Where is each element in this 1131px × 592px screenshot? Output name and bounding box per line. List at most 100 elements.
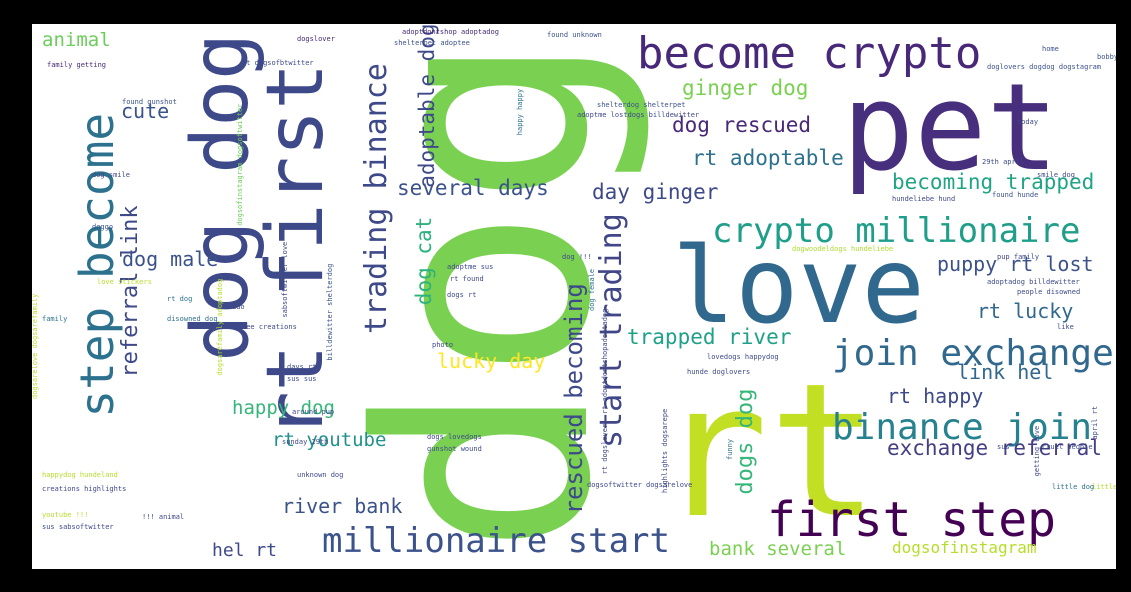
- word-rt-dogslover-106: rt dogslover: [601, 423, 609, 475]
- word-crypto-millionaire-9: crypto millionaire: [712, 211, 1081, 251]
- word-family-getting-51: family getting: [47, 61, 107, 69]
- word-become-crypto-6: become crypto: [637, 28, 982, 79]
- word-happy-dog-33: happy dog: [232, 397, 335, 419]
- word-little-108: little: [1092, 483, 1116, 491]
- word-hunde-doglovers-81: hunde doglovers: [687, 368, 751, 376]
- word-rt-dogsofbtwitter-50: rt dogsofbtwitter: [242, 59, 314, 67]
- word-cute-40: cute: [121, 99, 170, 123]
- word-sabsoftwitter-love-104: sabsoftwitter love: [281, 241, 289, 318]
- word-adoptable-dog-26: adoptable dog: [415, 24, 439, 188]
- word-getting-love-90: getting love: [1033, 425, 1041, 477]
- word-dogsarefamily-adoptadog-102: dogsarefamily adoptadog: [216, 278, 224, 376]
- word-lucky-day-32: lucky day: [437, 349, 546, 373]
- word-creations-highlights-95: creations highlights: [42, 485, 127, 493]
- word-bank-several-36: bank several: [709, 538, 847, 560]
- word-river-bank-35: river bank: [282, 494, 403, 518]
- word-home-46: home: [1042, 45, 1059, 53]
- word-shelterdog-shelterpet-54: shelterdog shelterpet: [597, 101, 686, 109]
- word-adoptdontshop-adoptadog-42: adoptdontshop adoptadog: [402, 28, 499, 36]
- word-dogsofinstagram-dogsoftwitter-63: dogsofinstagram dogsoftwitter: [236, 103, 244, 226]
- word-dogsoftwitter-dogsarelove-89: dogsoftwitter dogsarelove: [587, 481, 693, 489]
- word-disowned-dog-76: disowned dog: [167, 315, 218, 323]
- word-highlights-dogsarepe-91: highlights dogsarepe: [661, 408, 669, 493]
- word-found-unknown-45: found unknown: [547, 31, 602, 39]
- word-puppy-rt-lost-28: puppy rt lost: [937, 252, 1094, 276]
- word-trapped-river-20: trapped river: [627, 325, 792, 349]
- word-today-59: today: [1017, 118, 1039, 126]
- word-link-hel-30: link hel: [957, 360, 1054, 384]
- word-rt-found-66: rt found: [450, 275, 484, 283]
- word-days-rt-78: days rt: [287, 363, 317, 371]
- word-rt-adoptable-21: rt adoptable: [692, 146, 844, 170]
- word-bobby-dog-47: bobby dog: [1097, 53, 1116, 61]
- word-dogwoodeldogs-hundeliebe-64: dogwoodeldogs hundeliebe: [792, 245, 894, 253]
- word-gunshot-wound-87: gunshot wound: [427, 445, 482, 453]
- word-dogs-dog-16: dogs dog: [733, 388, 758, 495]
- word-unknown-dog-88: unknown dog: [297, 471, 344, 479]
- word-dog-dogstagram-49: dog dogstagram: [1042, 63, 1102, 71]
- word-happy-happy-53: happy happy: [516, 88, 524, 136]
- word-sus-93: sus: [997, 443, 1010, 451]
- word-dogs-rt-67: dogs rt: [447, 291, 477, 299]
- word-sunday-29th-85: sunday 29th: [282, 438, 329, 446]
- word-dog-rescued-22: dog rescued: [672, 113, 812, 137]
- word-rt-lucky-29: rt lucky: [977, 299, 1074, 323]
- word-exchange-referral-18: exchange referral: [887, 436, 1102, 460]
- word-dog-female-72: dog female: [588, 268, 596, 311]
- word-join-exchange-10: join exchange: [832, 333, 1114, 374]
- word-ginger-dog-23: ginger dog: [682, 76, 809, 100]
- word-adoptme-lostdogs-billdewitter-55: adoptme lostdogs billdewitter: [577, 111, 700, 119]
- word-pup-family-69: pup family: [997, 253, 1040, 261]
- word-billdewitter-shelterdog-103: billdewitter shelterdog: [326, 263, 334, 361]
- word-referral-link-17: referral link: [118, 205, 143, 378]
- word-sus-sabsoftwitter-98: sus sabsoftwitter: [42, 523, 114, 531]
- word-little-dog-94: little dog: [1052, 483, 1095, 491]
- word-dogsarelove-dogsarefamily-101: dogsarelove dogsarefamily: [32, 293, 39, 399]
- word-love-3: love: [672, 225, 925, 347]
- word-rt-1: rt: [657, 343, 880, 559]
- word-smile-dog-57: smile dog: [1037, 171, 1075, 179]
- word-hel-rt-38: hel rt: [212, 540, 278, 561]
- word-dogslover-44: dogslover: [297, 35, 335, 43]
- word-like-82: like: [1057, 323, 1074, 331]
- word-dogsofinstagram-37: dogsofinstagram: [892, 538, 1037, 557]
- word-need-100: need: [832, 503, 849, 511]
- word-adoptadog-billdewitter-70: adoptadog billdewitter: [987, 278, 1080, 286]
- word-lovedogs-happydog-80: lovedogs happydog: [707, 353, 779, 361]
- word-family-75: family: [42, 315, 68, 323]
- word-funny-84: funny: [726, 438, 734, 460]
- word-cloud: dog rt pet love dog dog rt first become crypto…: [32, 24, 1116, 569]
- word-binance-join-11: binance join: [832, 407, 1093, 448]
- word-youtube-97: youtube !!!: [42, 511, 89, 519]
- word-step-become-8: step become: [70, 112, 124, 418]
- word-dogs-lovedogs-86: dogs lovedogs: [427, 433, 482, 441]
- word-29th-april-60: 29th april: [982, 158, 1025, 166]
- word-see-creations-109: see creations: [242, 323, 297, 331]
- word-photo-77: photo: [432, 341, 454, 349]
- word-rt-dog-74: rt dog: [167, 295, 193, 303]
- word-dog-smile-56: dog smile: [92, 171, 130, 179]
- word-several-days-24: several days: [397, 176, 549, 200]
- word-dog-cat-27: dog cat: [412, 216, 436, 306]
- word-ado-105: ado: [232, 303, 245, 311]
- word-rescued-becoming-15: rescued becoming: [560, 283, 588, 515]
- word-rt-happy-31: rt happy: [887, 384, 984, 408]
- word-first-step-7: first step: [767, 492, 1056, 548]
- word-hundeliebe-hund-61: hundeliebe hund: [892, 195, 956, 203]
- word-day-ginger-25: day ginger: [592, 180, 719, 204]
- word-animal-99: !!! animal: [142, 513, 185, 521]
- word-doglovers-dog-48: doglovers dog: [987, 63, 1042, 71]
- word-dog-male-39: dog male: [122, 247, 219, 271]
- word-around-pup-83: around pup: [292, 408, 335, 416]
- word-happydog-hundeland-96: happydog hundeland: [42, 471, 118, 479]
- word-animal-41: animal: [42, 29, 111, 51]
- word-becoming-trapped-19: becoming trapped: [892, 170, 1095, 194]
- word-people-disowned-71: people disowned: [1017, 288, 1081, 296]
- word-trading-binance-14: trading binance: [359, 63, 394, 334]
- word-shelterpet-adoptee-43: shelterpet adoptee: [394, 39, 470, 47]
- word-adoptme-sus-65: adoptme sus: [447, 263, 494, 271]
- word-love-stickers-73: love stickers: [97, 278, 152, 286]
- word-found-hunde-58: found hunde: [992, 191, 1039, 199]
- word-dog-68: dog !!!: [562, 253, 592, 261]
- word-april-rt-107: april rt: [1091, 405, 1099, 440]
